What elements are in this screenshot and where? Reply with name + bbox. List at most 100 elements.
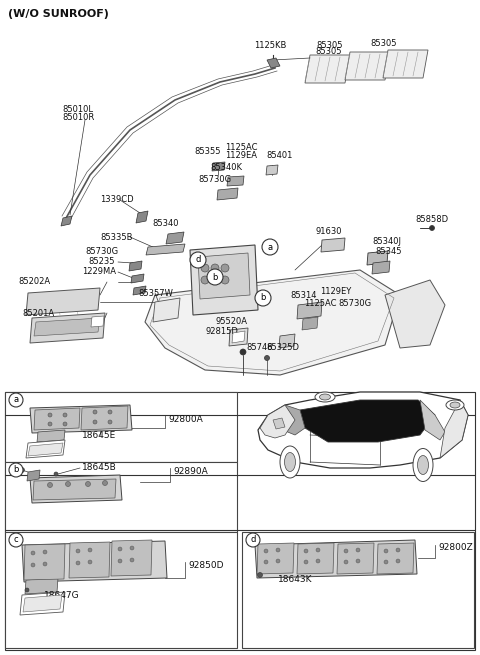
Text: 85357W: 85357W	[138, 290, 173, 299]
Text: 85325D: 85325D	[266, 343, 299, 352]
Polygon shape	[367, 251, 388, 265]
Polygon shape	[300, 400, 435, 442]
Circle shape	[103, 481, 108, 485]
Text: 85730G: 85730G	[85, 248, 118, 257]
Text: a: a	[267, 242, 273, 252]
Circle shape	[63, 413, 67, 417]
Polygon shape	[153, 298, 180, 322]
Ellipse shape	[280, 446, 300, 478]
Circle shape	[63, 422, 67, 426]
Polygon shape	[61, 216, 72, 226]
Circle shape	[262, 239, 278, 255]
Text: 1125AC: 1125AC	[225, 143, 257, 153]
Text: 85314: 85314	[290, 291, 316, 299]
Circle shape	[356, 548, 360, 552]
Circle shape	[221, 264, 229, 272]
Polygon shape	[145, 270, 400, 375]
Circle shape	[130, 558, 134, 562]
Text: 85355: 85355	[194, 147, 220, 157]
Text: 85340: 85340	[152, 219, 179, 227]
Polygon shape	[20, 592, 65, 615]
Circle shape	[430, 225, 434, 231]
Circle shape	[316, 559, 320, 563]
Text: c: c	[14, 536, 18, 544]
Polygon shape	[217, 188, 238, 200]
Polygon shape	[227, 176, 244, 186]
Ellipse shape	[413, 449, 433, 481]
Polygon shape	[24, 544, 65, 580]
Polygon shape	[133, 286, 146, 295]
Circle shape	[76, 549, 80, 553]
Text: 92890A: 92890A	[173, 468, 208, 476]
Polygon shape	[297, 302, 322, 319]
Circle shape	[264, 549, 268, 553]
Ellipse shape	[446, 400, 464, 410]
Polygon shape	[111, 540, 152, 576]
Polygon shape	[278, 405, 305, 435]
Polygon shape	[337, 543, 374, 574]
Polygon shape	[377, 543, 414, 574]
Circle shape	[304, 549, 308, 553]
Polygon shape	[30, 475, 122, 503]
Text: 85305: 85305	[370, 39, 396, 48]
Circle shape	[20, 468, 24, 472]
Polygon shape	[27, 470, 40, 481]
Polygon shape	[131, 274, 144, 283]
Bar	[242, 532, 474, 648]
Circle shape	[130, 546, 134, 550]
Circle shape	[316, 548, 320, 552]
Text: 85235: 85235	[88, 257, 115, 267]
Circle shape	[108, 420, 112, 424]
Polygon shape	[372, 261, 390, 274]
Text: 92800Z: 92800Z	[438, 544, 473, 553]
Circle shape	[76, 561, 80, 565]
Circle shape	[246, 533, 260, 547]
Text: 92815D: 92815D	[206, 328, 239, 337]
Circle shape	[31, 563, 35, 567]
Text: (W/O SUNROOF): (W/O SUNROOF)	[8, 9, 109, 19]
Text: 85305: 85305	[315, 48, 341, 56]
Bar	[5, 532, 237, 648]
Text: 85345: 85345	[375, 248, 401, 257]
Polygon shape	[266, 165, 278, 175]
Polygon shape	[258, 392, 468, 468]
Circle shape	[396, 548, 400, 552]
Circle shape	[276, 548, 280, 552]
Polygon shape	[81, 406, 128, 430]
Polygon shape	[23, 595, 62, 612]
Ellipse shape	[285, 453, 296, 472]
Polygon shape	[129, 261, 142, 271]
Text: 85010R: 85010R	[62, 113, 94, 122]
Polygon shape	[30, 313, 105, 343]
Text: 85335B: 85335B	[100, 233, 132, 242]
Polygon shape	[28, 443, 63, 456]
Text: 1125AC: 1125AC	[304, 299, 336, 307]
Text: 1129EY: 1129EY	[320, 288, 351, 297]
Polygon shape	[166, 232, 184, 244]
Polygon shape	[25, 578, 58, 594]
Circle shape	[48, 483, 52, 487]
Polygon shape	[267, 58, 280, 68]
Circle shape	[384, 560, 388, 564]
Polygon shape	[257, 543, 294, 574]
Circle shape	[264, 356, 269, 360]
Text: 92800A: 92800A	[168, 415, 203, 424]
Circle shape	[344, 549, 348, 553]
Text: 85858D: 85858D	[415, 215, 448, 225]
Polygon shape	[26, 288, 100, 315]
Text: d: d	[250, 536, 256, 544]
Circle shape	[201, 264, 209, 272]
Polygon shape	[305, 55, 350, 83]
Circle shape	[304, 560, 308, 564]
Circle shape	[240, 349, 246, 355]
Polygon shape	[385, 280, 445, 348]
Text: 85202A: 85202A	[18, 278, 50, 286]
Circle shape	[88, 560, 92, 564]
Text: 91630: 91630	[316, 227, 343, 236]
Circle shape	[9, 463, 23, 477]
Polygon shape	[34, 318, 100, 336]
Text: 95520A: 95520A	[215, 318, 247, 326]
Text: 85340K: 85340K	[210, 164, 242, 172]
Polygon shape	[91, 316, 104, 327]
Polygon shape	[260, 405, 295, 438]
